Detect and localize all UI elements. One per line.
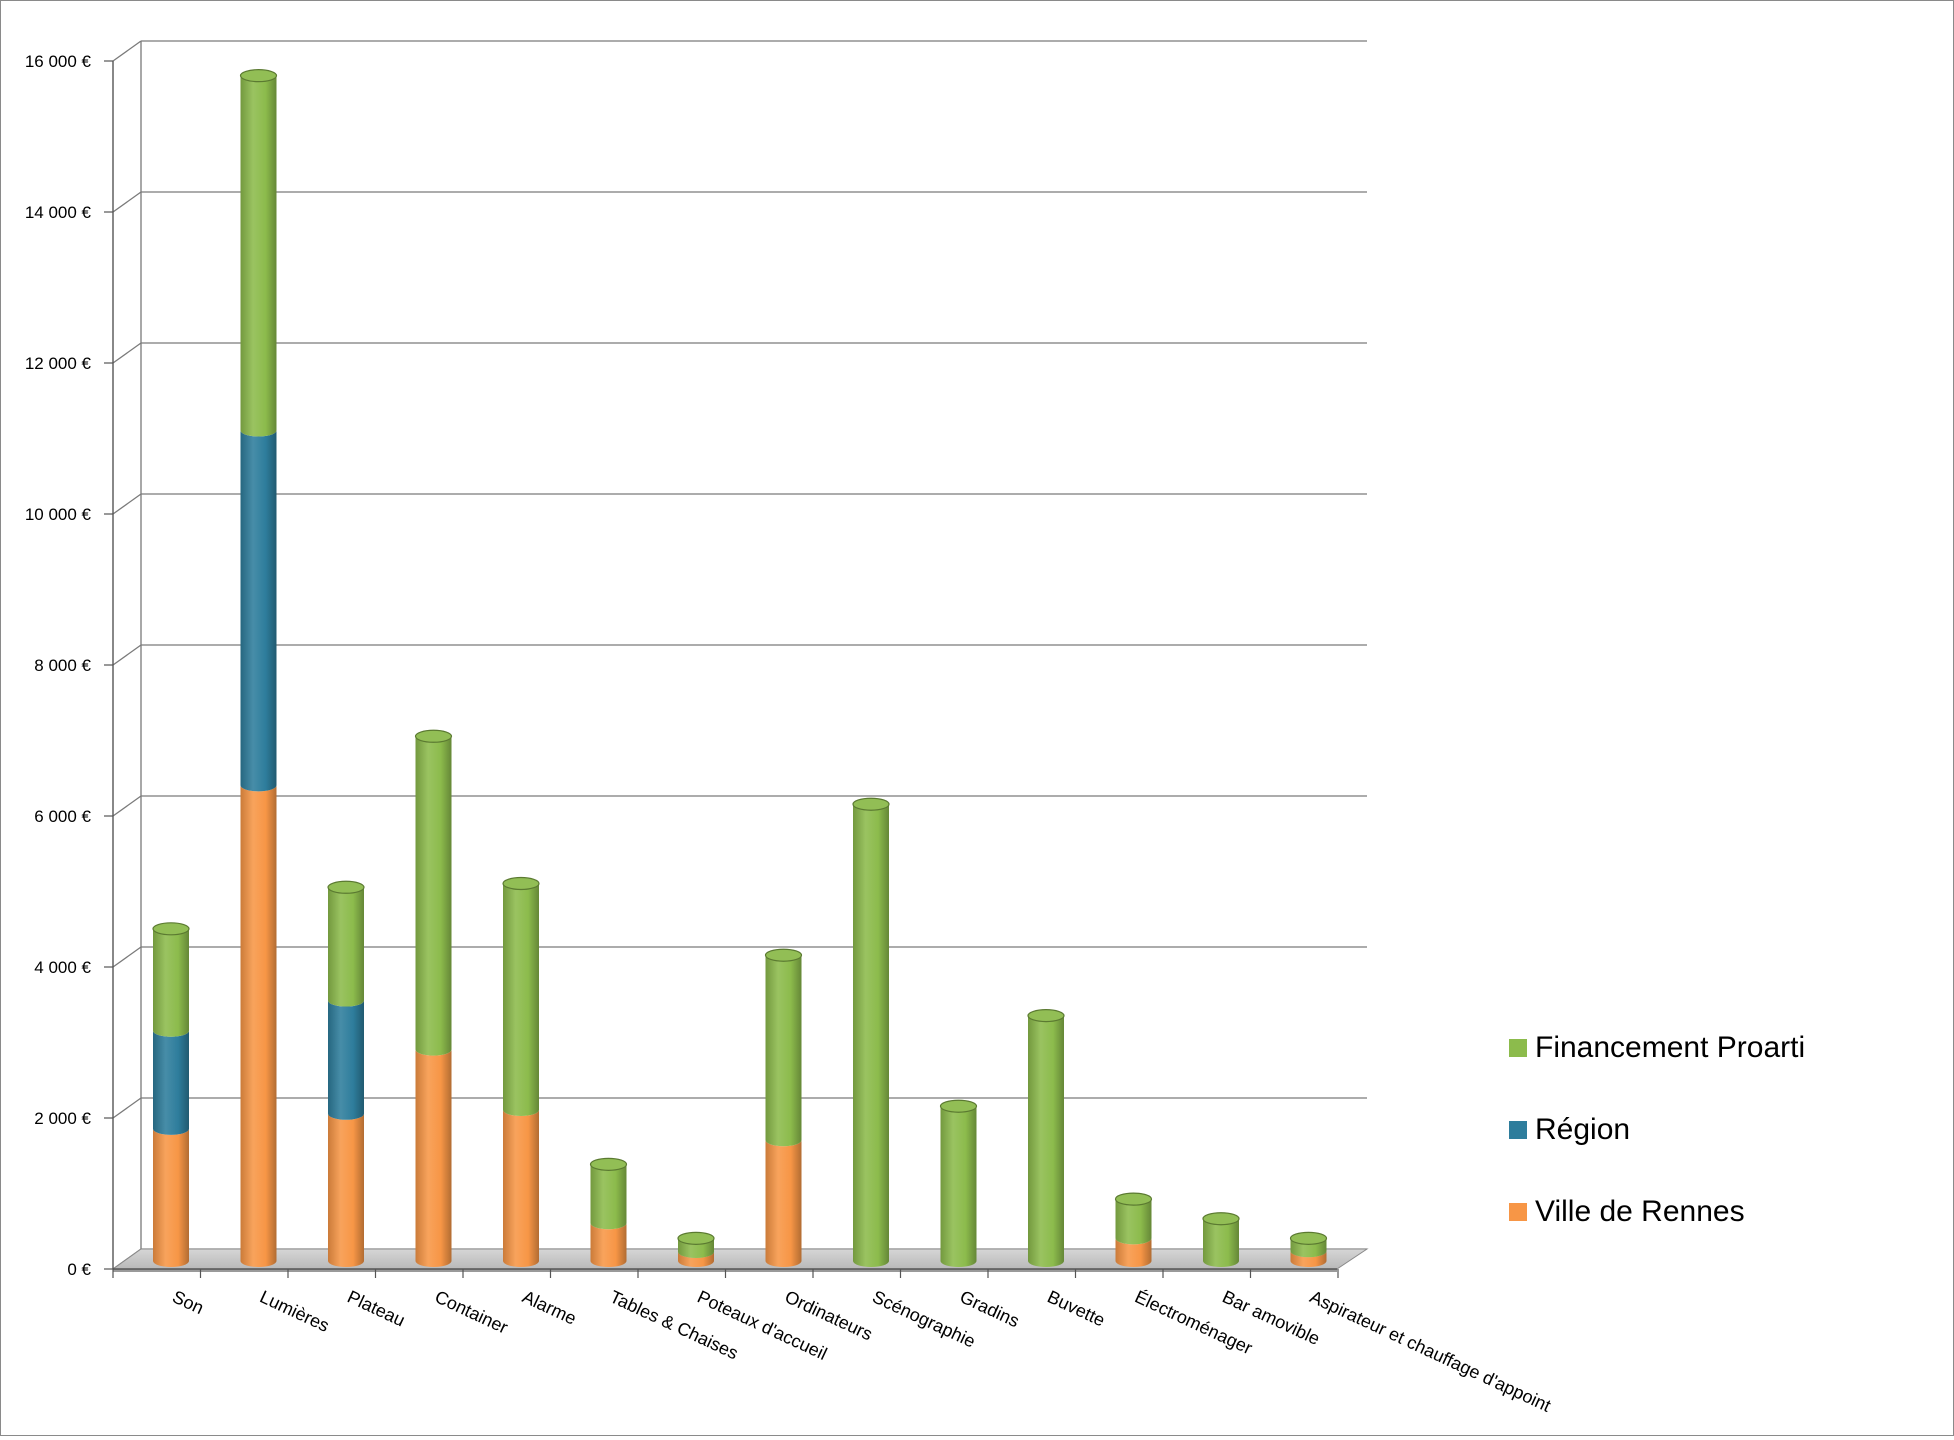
bar-segment xyxy=(503,1110,539,1267)
legend-swatch xyxy=(1509,1203,1527,1221)
bar-top-cap xyxy=(764,948,803,962)
legend-swatch xyxy=(1509,1121,1527,1139)
bar-top-cap xyxy=(852,797,890,811)
bar-top-cap xyxy=(1027,1009,1065,1023)
chart-floor xyxy=(111,1248,1369,1270)
bar-top-cap xyxy=(414,729,453,743)
bar-segment xyxy=(765,1140,802,1267)
bar-segment xyxy=(590,1223,627,1267)
bar-segment xyxy=(1290,1238,1327,1258)
bar-top-cap xyxy=(502,876,540,891)
x-tick-label: Lumières xyxy=(257,1286,333,1335)
gridline-side xyxy=(112,40,142,62)
bar-segment xyxy=(940,1106,977,1267)
gridline-side xyxy=(112,191,142,213)
bar-segment xyxy=(765,955,802,1147)
bar-segment xyxy=(1115,1238,1152,1267)
bar-segment xyxy=(590,1164,627,1230)
bar-segment xyxy=(503,883,539,1116)
bar-segment xyxy=(678,1238,714,1258)
x-tick-label: Son xyxy=(169,1286,206,1318)
bar-segment xyxy=(240,785,277,1267)
gridline-side xyxy=(112,493,142,515)
gridline-side xyxy=(112,946,142,968)
x-tick-label: Buvette xyxy=(1044,1286,1108,1330)
legend-swatch xyxy=(1509,1039,1527,1057)
y-tick-label: 2 000 € xyxy=(34,1109,91,1128)
y-tick-label: 10 000 € xyxy=(25,505,92,524)
bar-segment xyxy=(415,736,452,1056)
bar-top-cap xyxy=(152,922,190,936)
bar-segment xyxy=(153,928,189,1037)
y-tick-label: 12 000 € xyxy=(25,354,92,373)
bar-segment xyxy=(153,1030,189,1135)
bar-segment xyxy=(1115,1199,1152,1245)
bar-top-cap xyxy=(1114,1192,1153,1206)
y-tick-label: 16 000 € xyxy=(25,52,92,71)
bar-top-cap xyxy=(1289,1231,1328,1245)
bar-segment xyxy=(240,430,277,792)
bar-segment xyxy=(853,804,889,1267)
bar-segment xyxy=(1290,1251,1327,1267)
gridline-side xyxy=(112,1097,142,1119)
y-tick-label: 4 000 € xyxy=(34,958,91,977)
bar-segment xyxy=(328,1113,364,1267)
x-tick-label: Plateau xyxy=(344,1286,408,1330)
bar-segment xyxy=(153,1128,189,1267)
y-tick-label: 14 000 € xyxy=(25,203,92,222)
gridline-side xyxy=(112,342,142,364)
bar-top-cap xyxy=(589,1157,628,1171)
bar-segment xyxy=(240,75,277,437)
x-tick-label: Gradins xyxy=(957,1286,1023,1331)
legend-entry: Ville de Rennes xyxy=(1535,1195,1745,1228)
gridline-side xyxy=(112,644,142,666)
bar-segment xyxy=(1028,1015,1064,1267)
y-tick-label: 6 000 € xyxy=(34,807,91,826)
bar-top-cap xyxy=(239,69,278,83)
bar-segment xyxy=(415,1049,452,1267)
y-tick-label: 0 € xyxy=(67,1260,91,1279)
bar-segment xyxy=(328,887,364,1007)
bar-top-cap xyxy=(677,1231,715,1245)
y-tick-label: 8 000 € xyxy=(34,656,91,675)
x-tick-label: Container xyxy=(432,1286,511,1337)
bar-top-cap xyxy=(1202,1212,1240,1226)
bar-top-cap xyxy=(939,1099,978,1113)
bar-top-cap xyxy=(327,880,365,894)
gridline-side xyxy=(112,795,142,817)
x-tick-label: Aspirateur et chauffage d'appoint xyxy=(1307,1286,1554,1415)
legend-entry: Financement Proarti xyxy=(1535,1031,1805,1064)
x-tick-label: Alarme xyxy=(519,1286,579,1328)
bar-segment xyxy=(328,1000,364,1120)
bar-segment xyxy=(678,1251,714,1267)
bar-segment xyxy=(1203,1218,1239,1267)
legend-entry: Région xyxy=(1535,1113,1630,1146)
